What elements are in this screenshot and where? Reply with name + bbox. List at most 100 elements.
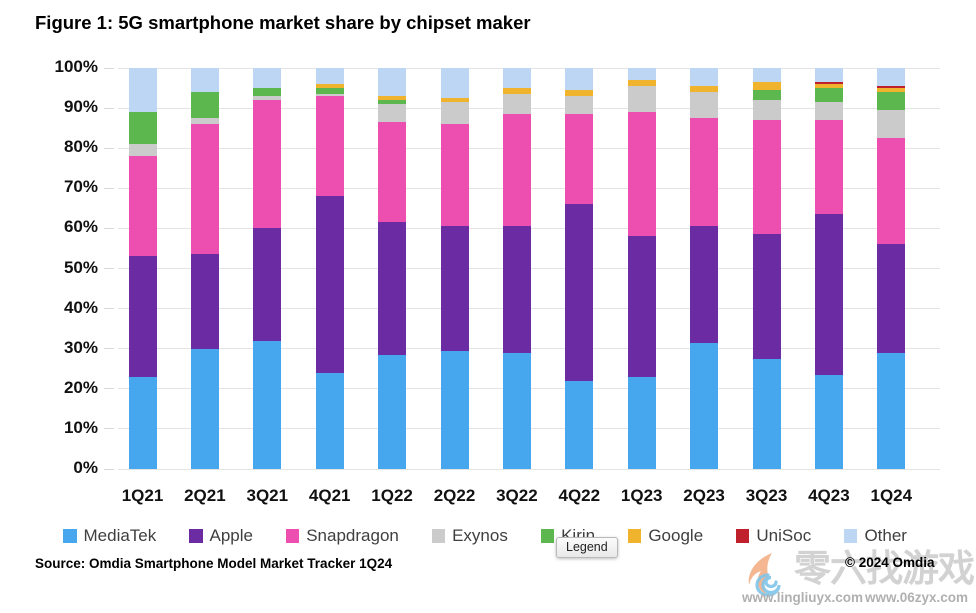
bar-segment-kirin-3Q21 [253, 88, 282, 97]
bar-segment-other-1Q23 [627, 68, 656, 81]
legend-swatch-snapdragon [285, 529, 300, 543]
legend-item-mediatek: MediaTek [63, 526, 156, 546]
stacked-bar-1Q22 [378, 68, 407, 469]
y-axis-tick-label: 100% [54, 57, 98, 76]
bar-segment-other-3Q23 [752, 68, 781, 83]
bar-segment-google-4Q23 [814, 84, 843, 89]
bar-segment-snapdragon-1Q24 [877, 138, 906, 245]
bar-segment-kirin-2Q21 [190, 92, 219, 119]
x-axis-tick-label: 3Q23 [745, 486, 788, 505]
y-tick-mark [104, 388, 114, 390]
bar-segment-apple-2Q21 [190, 254, 219, 349]
bar-segment-snapdragon-2Q23 [690, 118, 719, 227]
bar-segment-mediatek-4Q23 [814, 374, 843, 469]
bar-segment-apple-4Q22 [565, 204, 594, 381]
bar-segment-snapdragon-1Q22 [378, 122, 407, 223]
stacked-bar-3Q23 [752, 68, 781, 469]
bar-segment-mediatek-3Q23 [752, 358, 781, 469]
gridline-100 [118, 67, 940, 69]
bar-segment-apple-2Q23 [690, 226, 719, 343]
bar-segment-kirin-4Q23 [814, 88, 843, 103]
plot-area [104, 67, 940, 470]
bar-segment-exynos-3Q23 [752, 100, 781, 121]
x-axis-tick-label: 1Q23 [620, 486, 663, 505]
legend-item-snapdragon: Snapdragon [285, 526, 399, 546]
x-axis-tick-label: 4Q21 [308, 486, 351, 505]
legend-label-snapdragon: Snapdragon [306, 526, 399, 545]
y-axis-tick-label: 10% [63, 417, 98, 437]
legend-label-mediatek: MediaTek [83, 526, 157, 545]
y-tick-mark [104, 308, 114, 310]
bar-segment-mediatek-2Q22 [440, 350, 469, 469]
bar-segment-exynos-2Q23 [690, 92, 719, 119]
bar-segment-mediatek-2Q23 [690, 342, 719, 469]
bar-segment-mediatek-1Q23 [627, 376, 656, 469]
y-tick-mark [104, 227, 114, 229]
legend-swatch-other [843, 529, 858, 543]
x-axis-tick-label: 1Q21 [121, 486, 164, 505]
x-axis-tick-label: 4Q23 [808, 486, 850, 505]
bar-segment-other-2Q21 [190, 68, 219, 93]
legend-swatch-unisoc [735, 529, 750, 543]
copyright-note: © 2024 Omdia [845, 555, 935, 570]
stacked-bar-2Q21 [190, 68, 219, 469]
chart-title: Figure 1: 5G smartphone market share by … [35, 12, 531, 33]
bar-segment-google-3Q23 [752, 82, 781, 91]
x-axis-tick-label: 2Q23 [683, 486, 725, 505]
stacked-bar-4Q23 [814, 68, 843, 469]
y-tick-mark [104, 187, 114, 189]
legend-label-unisoc: UniSoc [756, 526, 812, 545]
legend-swatch-mediatek [63, 529, 77, 543]
stacked-bar-2Q23 [690, 68, 719, 469]
bar-segment-exynos-4Q21 [315, 94, 344, 97]
y-tick-mark [104, 428, 114, 430]
legend-swatch-kirin [540, 529, 555, 543]
bar-segment-apple-1Q24 [877, 244, 906, 353]
x-axis-tick-label: 4Q22 [558, 486, 601, 505]
chart-legend: MediaTek Apple Snapdragon Exynos Kirin Google… [63, 526, 907, 546]
bar-segment-other-4Q21 [315, 68, 344, 85]
bar-segment-snapdragon-4Q23 [814, 120, 843, 215]
y-tick-mark [104, 468, 114, 470]
watermark-url-right: www.06zyx.com [864, 590, 968, 605]
x-axis-tick-label: 2Q22 [433, 486, 476, 505]
bar-segment-other-4Q22 [565, 68, 594, 91]
bar-segment-apple-2Q22 [440, 226, 469, 351]
bar-segment-other-1Q21 [128, 68, 157, 113]
bar-segment-snapdragon-1Q23 [627, 112, 656, 237]
bar-segment-mediatek-1Q21 [128, 376, 157, 469]
bar-segment-apple-4Q23 [814, 214, 843, 375]
bar-segment-other-2Q22 [440, 68, 469, 99]
legend-label-google: Google [648, 526, 704, 545]
bar-segment-google-2Q22 [440, 98, 469, 103]
y-axis-tick-label: 50% [63, 257, 98, 277]
bar-segment-google-1Q24 [877, 88, 906, 93]
stacked-bar-1Q23 [627, 68, 656, 469]
legend-item-exynos: Exynos [431, 526, 508, 546]
y-axis-tick-label: 40% [63, 297, 98, 317]
bar-segment-other-3Q21 [253, 68, 282, 89]
bar-segment-other-1Q24 [877, 68, 906, 87]
legend-label-exynos: Exynos [452, 526, 508, 545]
watermark-urls: www.lingliuyx.com www.06zyx.com [742, 590, 968, 605]
y-tick-mark [104, 67, 114, 69]
bar-segment-mediatek-4Q22 [565, 380, 594, 469]
bar-segment-snapdragon-4Q21 [315, 96, 344, 197]
bar-segment-exynos-1Q22 [378, 104, 407, 123]
source-note: Source: Omdia Smartphone Model Market Tr… [35, 556, 393, 571]
x-axis-tick-label: 2Q21 [184, 486, 226, 505]
legend-item-unisoc: UniSoc [735, 526, 812, 546]
bar-segment-mediatek-3Q22 [502, 352, 531, 469]
stacked-bar-1Q24 [877, 68, 906, 469]
bar-segment-snapdragon-1Q21 [128, 156, 157, 257]
legend-item-google: Google [627, 526, 704, 546]
bar-segment-other-1Q22 [378, 68, 407, 97]
bar-segment-unisoc-1Q24 [877, 86, 906, 89]
legend-label-apple: Apple [209, 526, 253, 545]
bar-segment-snapdragon-4Q22 [565, 114, 594, 205]
bar-segment-apple-4Q21 [315, 196, 344, 373]
stacked-bar-1Q21 [128, 68, 157, 469]
bar-segment-kirin-4Q21 [315, 88, 344, 95]
bar-segment-google-2Q23 [690, 86, 719, 93]
